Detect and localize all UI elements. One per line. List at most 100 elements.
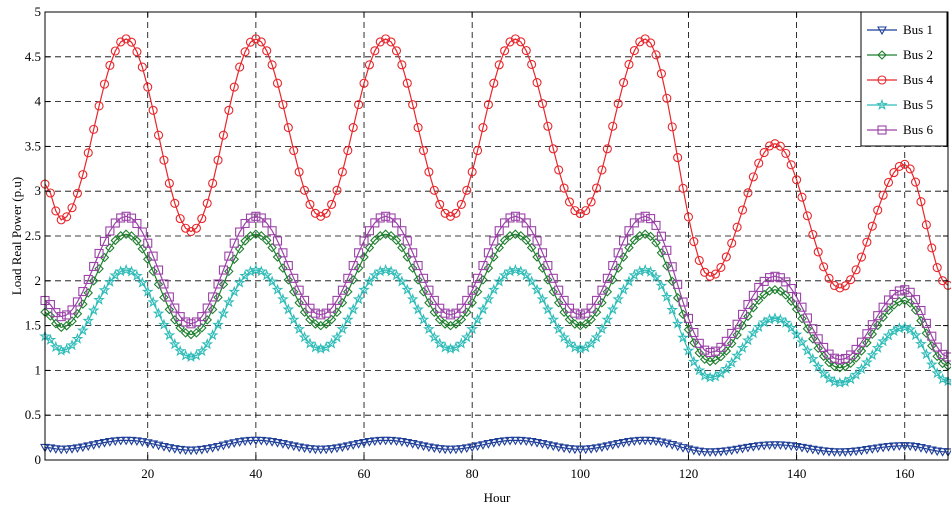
data-point xyxy=(608,261,618,271)
data-point xyxy=(911,295,921,305)
data-point xyxy=(435,199,445,209)
x-axis-title: Hour xyxy=(484,490,511,505)
data-point xyxy=(856,252,867,262)
data-point xyxy=(694,255,704,265)
y-tick-label: 4.5 xyxy=(25,49,41,64)
data-point xyxy=(698,369,711,381)
data-point xyxy=(262,46,272,56)
data-point xyxy=(608,121,618,131)
data-point xyxy=(937,448,948,457)
data-point xyxy=(580,319,591,329)
data-point xyxy=(197,214,207,224)
data-point xyxy=(883,295,894,305)
y-tick-label: 4 xyxy=(35,94,42,109)
data-point xyxy=(629,46,639,56)
data-point xyxy=(278,263,288,273)
data-point xyxy=(126,231,137,241)
data-point xyxy=(559,183,569,193)
data-point xyxy=(305,445,315,454)
data-point xyxy=(770,271,780,281)
data-point xyxy=(136,276,149,288)
data-point xyxy=(509,263,522,276)
data-point xyxy=(602,442,613,452)
data-point xyxy=(721,447,732,456)
data-point xyxy=(423,443,434,453)
data-point xyxy=(812,360,825,372)
data-point xyxy=(542,441,553,450)
data-point xyxy=(337,443,348,453)
data-point xyxy=(305,303,315,313)
data-point xyxy=(910,443,921,452)
data-point xyxy=(451,308,461,318)
data-point xyxy=(921,220,931,230)
data-point xyxy=(553,297,564,308)
data-point xyxy=(802,313,812,323)
data-point xyxy=(181,317,191,327)
data-point xyxy=(483,100,493,110)
data-point xyxy=(305,199,315,209)
data-point xyxy=(126,37,137,47)
data-point xyxy=(148,251,158,261)
data-point xyxy=(343,145,353,156)
data-point xyxy=(397,226,407,236)
data-point xyxy=(532,252,542,262)
y-tick-label: 2 xyxy=(35,273,42,288)
data-point xyxy=(478,441,488,450)
legend-label: Bus 5 xyxy=(903,97,933,112)
data-point xyxy=(386,37,396,47)
data-point xyxy=(233,276,246,288)
data-point xyxy=(770,441,780,450)
data-point xyxy=(132,218,142,229)
data-point xyxy=(158,318,170,330)
data-point xyxy=(467,297,477,308)
data-point xyxy=(532,438,543,448)
data-point xyxy=(310,208,320,218)
data-point xyxy=(645,436,656,446)
data-point xyxy=(646,214,656,224)
data-point xyxy=(867,329,878,339)
data-point xyxy=(294,285,304,295)
data-point xyxy=(905,287,915,297)
data-point xyxy=(591,307,602,317)
data-point xyxy=(921,445,932,454)
data-point xyxy=(467,167,477,177)
data-point xyxy=(499,235,510,246)
data-point xyxy=(224,266,234,277)
data-point xyxy=(132,47,142,57)
data-point xyxy=(553,443,564,453)
data-point xyxy=(294,167,304,177)
data-point xyxy=(288,442,299,452)
data-point xyxy=(121,436,132,446)
data-point xyxy=(478,123,488,133)
data-point xyxy=(402,78,412,88)
data-point xyxy=(900,285,910,295)
data-point xyxy=(781,277,791,287)
data-point xyxy=(262,218,272,228)
data-point xyxy=(159,155,169,165)
data-point xyxy=(834,448,845,458)
data-point xyxy=(289,273,299,283)
x-tick-label: 80 xyxy=(466,466,479,481)
data-point xyxy=(61,445,72,455)
data-point xyxy=(721,252,731,262)
data-point xyxy=(94,440,105,449)
data-point xyxy=(732,445,743,455)
data-point xyxy=(413,441,424,450)
data-point xyxy=(586,197,596,207)
data-point xyxy=(331,331,343,343)
y-tick-label: 3.5 xyxy=(25,138,41,153)
data-point xyxy=(154,265,164,275)
data-point xyxy=(175,214,185,224)
data-point xyxy=(808,334,818,344)
data-point xyxy=(525,275,538,287)
data-point xyxy=(651,237,661,248)
data-point xyxy=(217,307,230,319)
x-tick-label: 60 xyxy=(358,466,371,481)
data-point xyxy=(861,446,872,455)
data-point xyxy=(299,444,310,454)
x-tick-label: 160 xyxy=(895,466,915,481)
data-point xyxy=(131,437,142,447)
data-point xyxy=(218,130,228,140)
data-point xyxy=(191,223,201,233)
data-point xyxy=(271,283,284,295)
